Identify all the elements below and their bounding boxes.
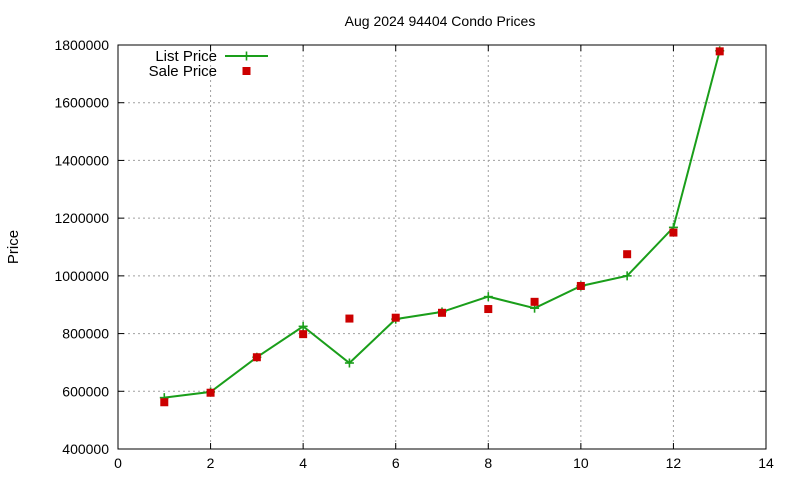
sale-price-point xyxy=(252,353,261,362)
legend-label-sale-price: Sale Price xyxy=(149,63,217,80)
sale-price-point xyxy=(438,308,446,317)
sale-price-point xyxy=(345,314,354,323)
x-tick-label: 14 xyxy=(758,455,774,471)
y-tick-label: 600000 xyxy=(62,383,109,399)
y-tick-label: 1200000 xyxy=(54,210,109,226)
grid xyxy=(118,45,766,449)
list-price-point xyxy=(483,292,493,302)
x-tick-label: 8 xyxy=(484,455,492,471)
x-tick-label: 6 xyxy=(392,455,400,471)
y-tick-label: 1000000 xyxy=(54,268,109,284)
y-tick-label: 1600000 xyxy=(54,95,109,111)
sale-price-point xyxy=(391,313,400,322)
sale-price-point xyxy=(299,330,308,339)
chart-title: Aug 2024 94404 Condo Prices xyxy=(345,13,536,29)
sale-price-point xyxy=(160,398,169,407)
plot-frame xyxy=(117,44,767,450)
y-axis-label: Price xyxy=(5,230,22,264)
list-price-line xyxy=(164,50,721,399)
list-price-point xyxy=(298,321,308,331)
y-tick-label: 1800000 xyxy=(54,37,109,53)
legend-label-list-price: List Price xyxy=(155,48,217,65)
list-price-point xyxy=(622,271,632,281)
sale-price-point xyxy=(669,228,678,237)
sale-price-point xyxy=(623,250,632,259)
list-price-point xyxy=(344,358,354,368)
series-list-price xyxy=(159,46,725,403)
legend-sale-price-marker xyxy=(242,67,251,75)
x-tick-label: 12 xyxy=(666,455,682,471)
x-tick-label: 0 xyxy=(114,455,122,471)
sale-price-point xyxy=(530,297,539,306)
y-tick-label: 800000 xyxy=(62,326,109,342)
sale-price-point xyxy=(576,281,585,290)
legend-list-price-marker xyxy=(242,51,251,61)
axes: 0 2 4 6 8 10 12 14 400000 600000 800000 1000000 1200… xyxy=(54,37,774,471)
legend: List Price Sale Price xyxy=(149,48,268,80)
y-tick-label: 1400000 xyxy=(54,152,109,168)
sale-price-point xyxy=(206,388,215,397)
x-tick-label: 2 xyxy=(207,455,215,471)
x-tick-label: 4 xyxy=(299,455,307,471)
y-tick-label: 400000 xyxy=(62,441,109,457)
sale-price-point xyxy=(715,47,724,56)
x-tick-label: 10 xyxy=(573,455,589,471)
series-sale-price xyxy=(160,47,724,407)
sale-price-point xyxy=(484,305,493,314)
series-layer xyxy=(159,46,725,407)
